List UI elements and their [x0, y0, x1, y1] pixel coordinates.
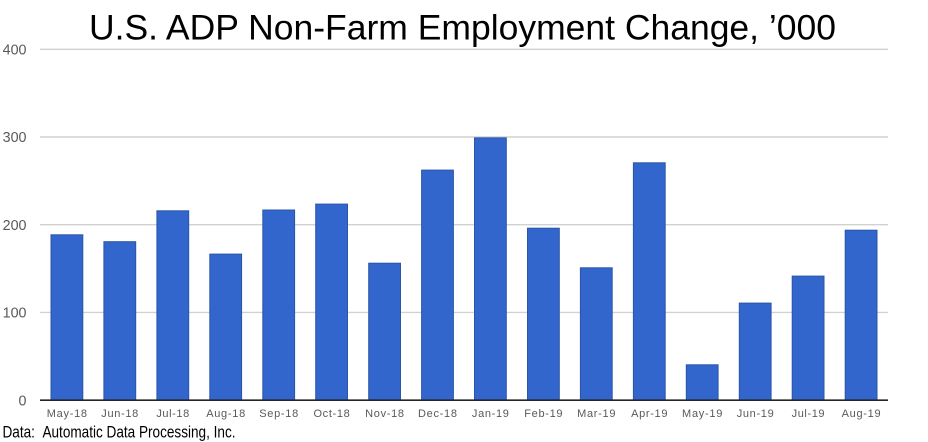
svg-text:Mar-19: Mar-19 [577, 408, 615, 420]
svg-text:Aug-18: Aug-18 [206, 408, 245, 420]
svg-text:Jul-19: Jul-19 [792, 408, 825, 420]
svg-text:Jul-18: Jul-18 [156, 408, 189, 420]
svg-text:Dec-18: Dec-18 [418, 408, 457, 420]
svg-text:Data: Automatic Data Processi: Data: Automatic Data Processing, Inc. [3, 423, 236, 442]
svg-text:Oct-18: Oct-18 [313, 408, 349, 420]
svg-text:400: 400 [3, 43, 27, 59]
svg-text:May-19: May-19 [682, 408, 722, 420]
svg-text:Feb-19: Feb-19 [524, 408, 562, 420]
svg-text:U.S. ADP Non-Farm Employment C: U.S. ADP Non-Farm Employment Change, ’00… [89, 9, 836, 48]
svg-text:Apr-19: Apr-19 [631, 408, 667, 420]
svg-text:Aug-19: Aug-19 [842, 408, 881, 420]
svg-text:Sep-18: Sep-18 [259, 408, 298, 420]
svg-text:Jan-19: Jan-19 [472, 408, 509, 420]
svg-text:200: 200 [3, 218, 27, 234]
svg-text:100: 100 [3, 306, 27, 322]
svg-text:Jun-18: Jun-18 [101, 408, 138, 420]
svg-text:Nov-18: Nov-18 [365, 408, 404, 420]
svg-text:Jun-19: Jun-19 [737, 408, 774, 420]
svg-text:May-18: May-18 [47, 408, 87, 420]
svg-text:300: 300 [3, 130, 27, 146]
svg-text:0: 0 [19, 393, 27, 409]
